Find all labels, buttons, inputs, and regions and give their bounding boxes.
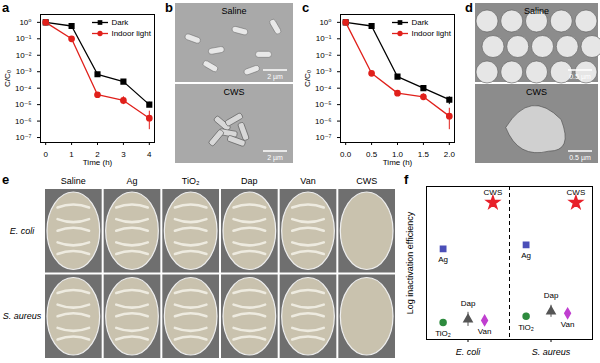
- svg-text:CWS: CWS: [356, 176, 377, 186]
- svg-text:Ag: Ag: [126, 176, 137, 186]
- svg-text:0.0: 0.0: [340, 150, 352, 159]
- svg-text:1.0: 1.0: [391, 150, 404, 160]
- svg-text:0: 0: [43, 150, 48, 159]
- svg-text:10⁻⁴: 10⁻⁴: [315, 84, 332, 93]
- svg-text:10⁻⁷: 10⁻⁷: [15, 133, 31, 142]
- html-text:f: f: [404, 172, 409, 187]
- html-text:Indoor light: Indoor light: [411, 29, 451, 38]
- svg-text:10⁻⁵: 10⁻⁵: [15, 100, 31, 109]
- svg-text:4: 4: [147, 150, 152, 159]
- svg-text:10⁻⁵: 10⁻⁵: [315, 100, 331, 109]
- svg-text:10⁻⁷: 10⁻⁷: [315, 133, 331, 142]
- svg-text:1: 1: [69, 150, 74, 159]
- svg-text:E. coli: E. coli: [456, 347, 482, 357]
- svg-text:10⁻⁶: 10⁻⁶: [315, 117, 331, 126]
- svg-text:Saline: Saline: [221, 6, 246, 16]
- svg-text:10⁰: 10⁰: [19, 18, 31, 27]
- svg-text:C/C₀: C/C₀: [3, 70, 12, 87]
- html-text:e: e: [2, 172, 10, 187]
- svg-text:0.5 µm: 0.5 µm: [569, 73, 591, 81]
- svg-text:Saline: Saline: [61, 176, 86, 186]
- svg-text:10⁻³: 10⁻³: [16, 67, 32, 76]
- svg-text:Dap: Dap: [544, 291, 559, 300]
- html-text:a: a: [2, 0, 10, 15]
- svg-text:10⁻⁶: 10⁻⁶: [15, 117, 31, 126]
- svg-text:10⁻¹: 10⁻¹: [316, 34, 332, 43]
- svg-text:2 µm: 2 µm: [267, 73, 283, 81]
- svg-text:S. aureus: S. aureus: [3, 311, 42, 321]
- svg-text:10⁻³: 10⁻³: [316, 67, 332, 76]
- html-text:d: d: [465, 0, 473, 15]
- svg-text:2 µm: 2 µm: [267, 154, 283, 162]
- svg-text:CWS: CWS: [224, 87, 245, 97]
- svg-text:Van: Van: [300, 176, 315, 186]
- svg-text:2: 2: [95, 150, 100, 160]
- svg-text:10⁻²: 10⁻²: [316, 51, 332, 60]
- svg-text:10⁰: 10⁰: [319, 18, 331, 27]
- svg-text:E. coli: E. coli: [10, 226, 36, 236]
- html-text:b: b: [165, 0, 173, 15]
- html-text:Log inactivation efficiency: Log inactivation efficiency: [405, 211, 416, 314]
- svg-text:0.5 µm: 0.5 µm: [569, 154, 591, 162]
- svg-text:3: 3: [121, 150, 126, 159]
- svg-text:0.5: 0.5: [366, 150, 378, 159]
- svg-text:Saline: Saline: [524, 6, 549, 16]
- svg-text:10⁻²: 10⁻²: [16, 51, 32, 60]
- html-text:c: c: [302, 0, 310, 15]
- svg-text:Van: Van: [561, 320, 575, 329]
- svg-text:TiO₂: TiO₂: [518, 323, 534, 332]
- svg-text:CWS: CWS: [567, 188, 586, 197]
- svg-text:C/C₀: C/C₀: [303, 70, 312, 87]
- svg-text:Time (h): Time (h): [383, 158, 413, 167]
- html-text:Dark: Dark: [411, 18, 429, 27]
- html-text:Indoor light: Indoor light: [111, 29, 151, 38]
- svg-text:2.0: 2.0: [444, 150, 456, 159]
- svg-text:10⁻⁴: 10⁻⁴: [15, 84, 32, 93]
- svg-text:Ag: Ag: [521, 251, 531, 260]
- svg-text:Dap: Dap: [241, 176, 258, 186]
- svg-text:1.5: 1.5: [418, 150, 430, 159]
- svg-text:S. aureus: S. aureus: [532, 347, 571, 357]
- svg-text:TiO₂: TiO₂: [182, 176, 200, 186]
- svg-text:10⁻¹: 10⁻¹: [16, 34, 32, 43]
- html-text:Dark: Dark: [111, 18, 129, 27]
- svg-text:TiO₂: TiO₂: [435, 329, 451, 338]
- svg-text:Ag: Ag: [438, 255, 448, 264]
- svg-text:CWS: CWS: [526, 87, 547, 97]
- svg-text:Dap: Dap: [461, 299, 476, 308]
- svg-text:CWS: CWS: [484, 188, 503, 197]
- svg-text:Van: Van: [478, 327, 492, 336]
- svg-text:Time (h): Time (h): [83, 158, 113, 167]
